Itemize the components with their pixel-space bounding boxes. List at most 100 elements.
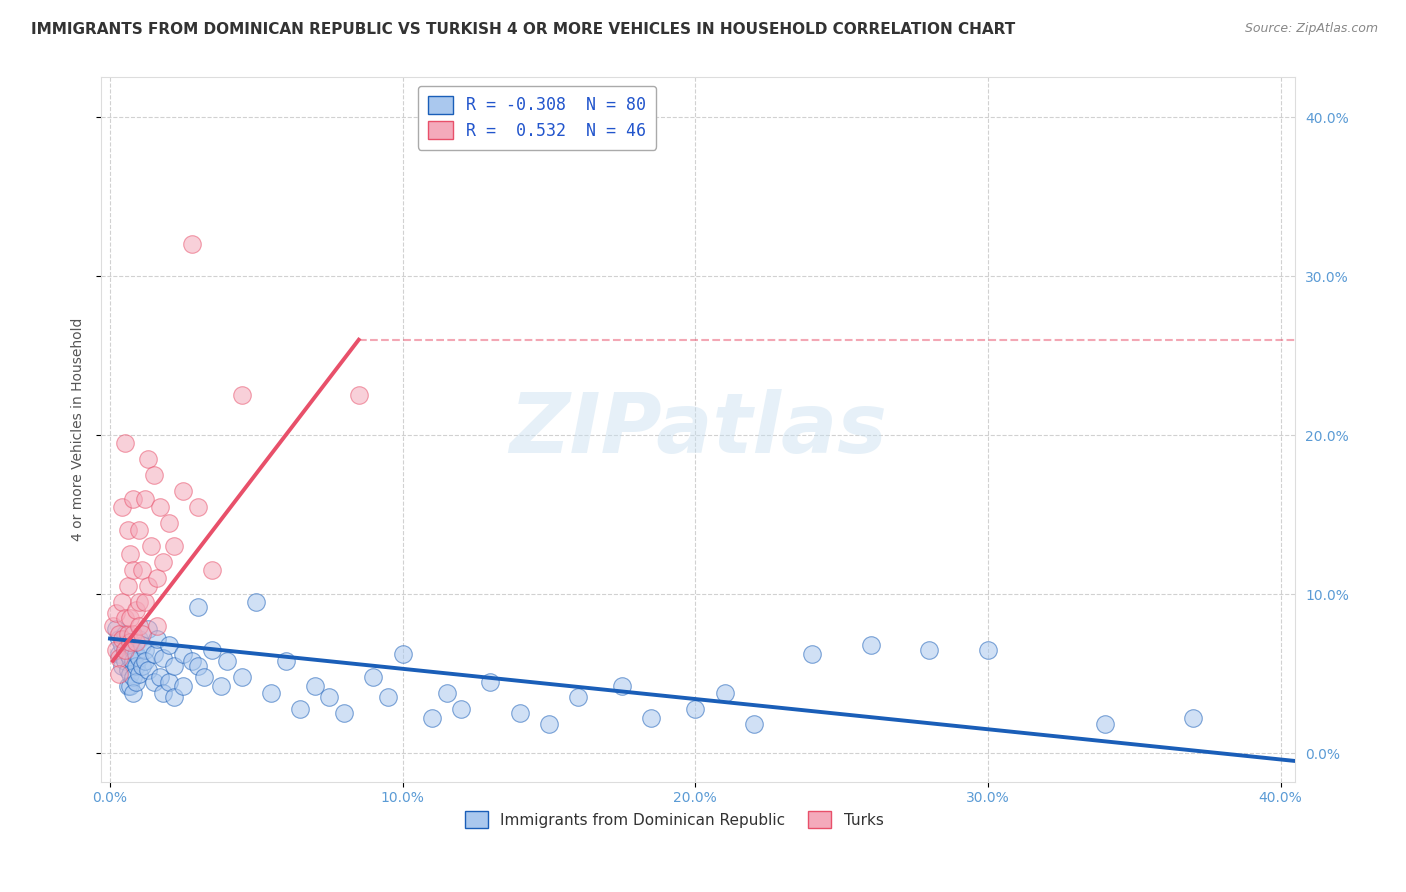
- Point: [742, 717, 765, 731]
- Point: [120, 547, 142, 561]
- Point: [120, 638, 142, 652]
- Point: [114, 611, 136, 625]
- Text: IMMIGRANTS FROM DOMINICAN REPUBLIC VS TURKISH 4 OR MORE VEHICLES IN HOUSEHOLD CO: IMMIGRANTS FROM DOMINICAN REPUBLIC VS TU…: [31, 22, 1015, 37]
- Point: [136, 622, 159, 636]
- Point: [114, 642, 136, 657]
- Point: [131, 627, 153, 641]
- Point: [163, 690, 186, 705]
- Point: [117, 664, 139, 678]
- Point: [187, 658, 209, 673]
- Point: [142, 674, 165, 689]
- Point: [172, 648, 194, 662]
- Point: [134, 654, 156, 668]
- Point: [101, 619, 124, 633]
- Point: [122, 491, 145, 506]
- Point: [172, 679, 194, 693]
- Point: [122, 670, 145, 684]
- Point: [610, 679, 633, 693]
- Point: [134, 595, 156, 609]
- Point: [146, 571, 169, 585]
- Point: [163, 540, 186, 554]
- Y-axis label: 4 or more Vehicles in Household: 4 or more Vehicles in Household: [72, 318, 86, 541]
- Point: [120, 679, 142, 693]
- Point: [304, 679, 326, 693]
- Point: [231, 388, 253, 402]
- Point: [114, 436, 136, 450]
- Point: [149, 670, 172, 684]
- Point: [128, 666, 150, 681]
- Point: [128, 619, 150, 633]
- Point: [436, 685, 458, 699]
- Point: [117, 524, 139, 538]
- Point: [157, 674, 180, 689]
- Point: [125, 634, 148, 648]
- Point: [640, 711, 662, 725]
- Point: [685, 701, 707, 715]
- Point: [136, 664, 159, 678]
- Point: [377, 690, 399, 705]
- Point: [111, 632, 134, 646]
- Point: [537, 717, 560, 731]
- Point: [146, 632, 169, 646]
- Point: [918, 642, 941, 657]
- Point: [128, 632, 150, 646]
- Point: [163, 658, 186, 673]
- Point: [187, 599, 209, 614]
- Text: ZIPatlas: ZIPatlas: [509, 389, 887, 470]
- Point: [977, 642, 1000, 657]
- Point: [128, 524, 150, 538]
- Point: [122, 685, 145, 699]
- Point: [131, 658, 153, 673]
- Point: [859, 638, 882, 652]
- Point: [420, 711, 443, 725]
- Point: [134, 491, 156, 506]
- Point: [122, 654, 145, 668]
- Point: [215, 654, 238, 668]
- Text: Source: ZipAtlas.com: Source: ZipAtlas.com: [1244, 22, 1378, 36]
- Point: [391, 648, 413, 662]
- Point: [117, 634, 139, 648]
- Point: [1181, 711, 1204, 725]
- Point: [713, 685, 735, 699]
- Point: [290, 701, 312, 715]
- Point: [201, 563, 224, 577]
- Point: [120, 611, 142, 625]
- Point: [152, 650, 174, 665]
- Point: [181, 237, 204, 252]
- Point: [107, 627, 129, 641]
- Legend: Immigrants from Dominican Republic, Turks: Immigrants from Dominican Republic, Turk…: [460, 805, 890, 834]
- Point: [122, 563, 145, 577]
- Point: [104, 622, 127, 636]
- Point: [245, 595, 267, 609]
- Point: [157, 638, 180, 652]
- Point: [104, 642, 127, 657]
- Point: [201, 642, 224, 657]
- Point: [193, 670, 215, 684]
- Point: [152, 685, 174, 699]
- Point: [801, 648, 824, 662]
- Point: [136, 579, 159, 593]
- Point: [111, 595, 134, 609]
- Point: [122, 642, 145, 657]
- Point: [479, 674, 502, 689]
- Point: [125, 603, 148, 617]
- Point: [128, 650, 150, 665]
- Point: [120, 666, 142, 681]
- Point: [333, 706, 356, 721]
- Point: [450, 701, 472, 715]
- Point: [142, 467, 165, 482]
- Point: [122, 627, 145, 641]
- Point: [134, 642, 156, 657]
- Point: [107, 666, 129, 681]
- Point: [567, 690, 589, 705]
- Point: [111, 658, 134, 673]
- Point: [131, 563, 153, 577]
- Point: [149, 500, 172, 514]
- Point: [117, 648, 139, 662]
- Point: [117, 579, 139, 593]
- Point: [111, 500, 134, 514]
- Point: [146, 619, 169, 633]
- Point: [157, 516, 180, 530]
- Point: [107, 650, 129, 665]
- Point: [114, 654, 136, 668]
